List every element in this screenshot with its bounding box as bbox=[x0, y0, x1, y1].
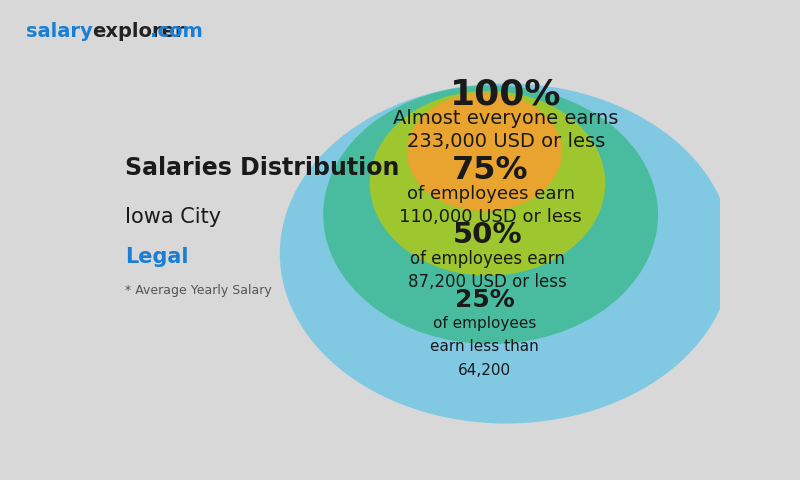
Ellipse shape bbox=[280, 84, 733, 423]
Text: salary: salary bbox=[26, 22, 92, 41]
Text: of employees earn: of employees earn bbox=[410, 250, 565, 267]
Ellipse shape bbox=[323, 85, 658, 344]
Text: .com: .com bbox=[150, 22, 203, 41]
Ellipse shape bbox=[370, 91, 606, 276]
Text: 87,200 USD or less: 87,200 USD or less bbox=[408, 273, 567, 291]
Text: 100%: 100% bbox=[450, 78, 562, 111]
Text: of employees earn: of employees earn bbox=[406, 185, 574, 203]
Ellipse shape bbox=[407, 93, 562, 211]
Text: earn less than: earn less than bbox=[430, 339, 538, 354]
Text: Salaries Distribution: Salaries Distribution bbox=[125, 156, 399, 180]
Text: Iowa City: Iowa City bbox=[125, 206, 221, 227]
Text: 75%: 75% bbox=[452, 155, 529, 186]
Text: 64,200: 64,200 bbox=[458, 363, 511, 378]
Text: Almost everyone earns: Almost everyone earns bbox=[394, 108, 618, 128]
Text: of employees: of employees bbox=[433, 316, 536, 331]
Text: Legal: Legal bbox=[125, 247, 188, 267]
Text: explorer: explorer bbox=[92, 22, 185, 41]
Text: 50%: 50% bbox=[453, 221, 522, 249]
Text: * Average Yearly Salary: * Average Yearly Salary bbox=[125, 284, 271, 297]
Text: 233,000 USD or less: 233,000 USD or less bbox=[407, 132, 606, 151]
Text: 25%: 25% bbox=[454, 288, 514, 312]
Text: 110,000 USD or less: 110,000 USD or less bbox=[399, 208, 582, 227]
